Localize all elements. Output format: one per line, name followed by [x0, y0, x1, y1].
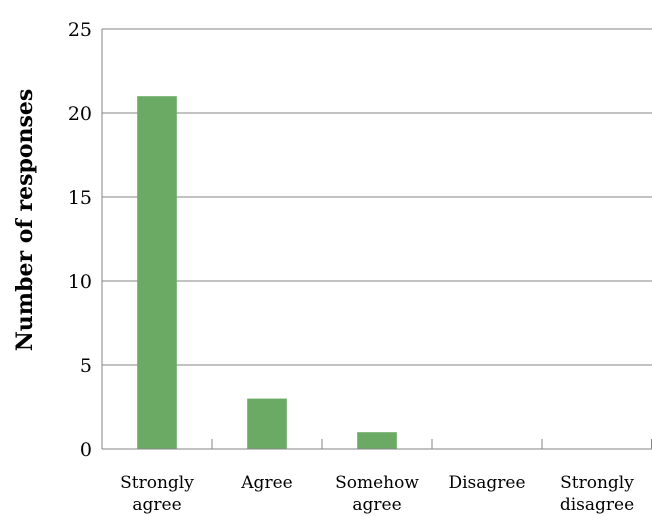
bar — [357, 432, 397, 449]
y-tick-label: 25 — [68, 19, 92, 41]
y-tick-label: 10 — [68, 271, 92, 293]
x-tick-label: agree — [132, 495, 181, 515]
x-tick-label: Agree — [240, 473, 292, 493]
gridlines — [102, 28, 652, 366]
x-tick-label: Strongly — [560, 473, 634, 493]
y-tick-label: 15 — [68, 187, 92, 209]
x-tick-label: Somehow — [335, 473, 419, 493]
x-tick-label: Strongly — [120, 473, 194, 493]
y-tick-label: 20 — [68, 103, 92, 125]
y-axis-title: Number of responses — [12, 89, 38, 352]
y-tick-label: 5 — [80, 355, 92, 377]
x-tick-label: disagree — [560, 495, 634, 515]
bar — [137, 96, 177, 449]
y-tick-label: 0 — [80, 439, 92, 461]
bars — [137, 96, 397, 449]
axes — [101, 29, 652, 450]
x-tick-label: Disagree — [448, 473, 525, 493]
x-tick-label: agree — [352, 495, 401, 515]
bar — [247, 398, 287, 449]
